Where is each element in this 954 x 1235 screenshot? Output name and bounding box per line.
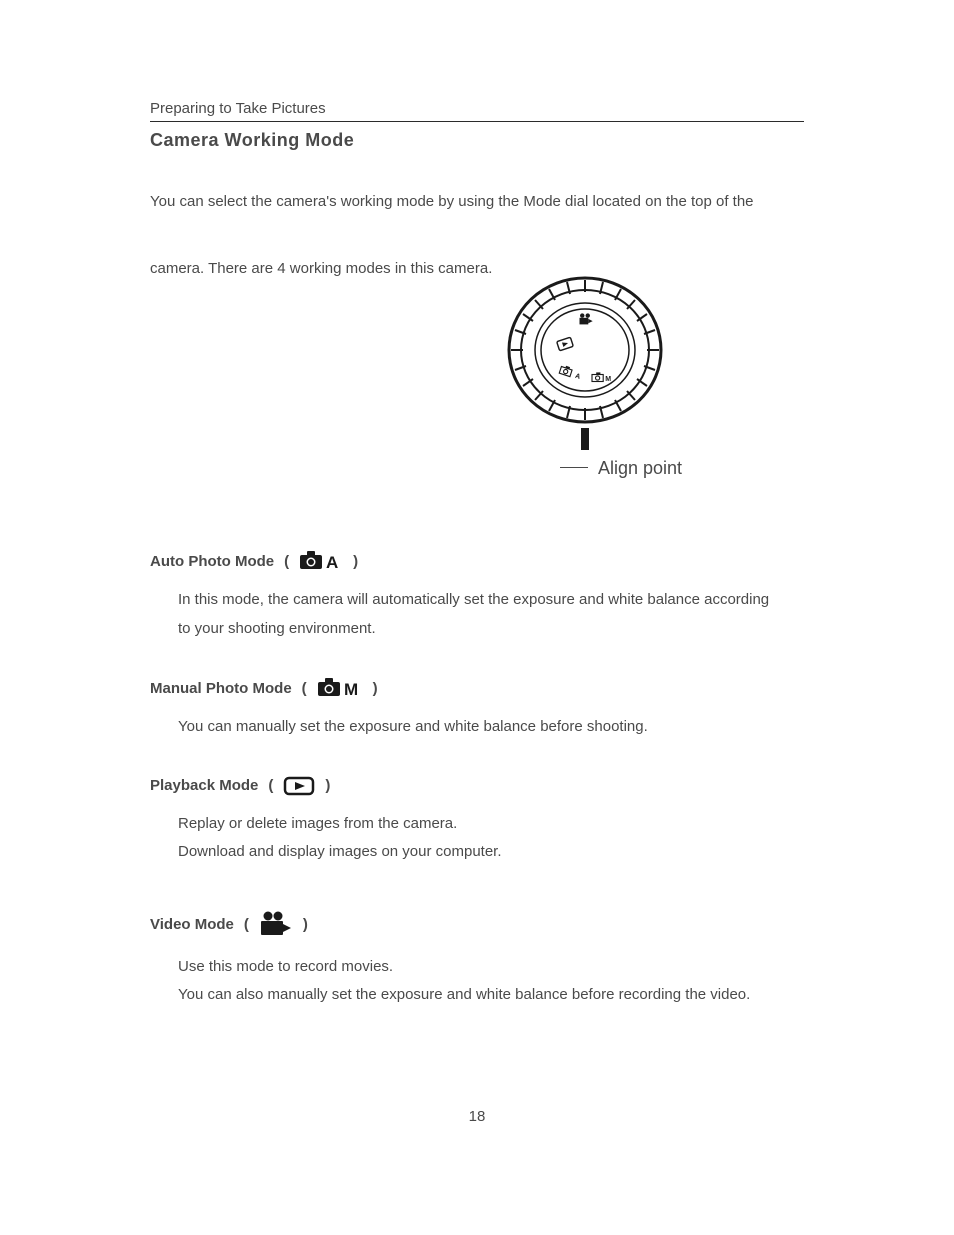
mode-video-desc-1: Use this mode to record movies. (178, 953, 804, 982)
mode-video: Video Mode ( ) Use this mode to record m… (150, 911, 804, 1010)
paren-open: ( (268, 777, 273, 794)
svg-text:M: M (605, 376, 611, 383)
paren-open: ( (302, 680, 307, 697)
page-number: 18 (0, 1108, 954, 1125)
paren-close: ) (353, 553, 358, 570)
intro-paragraph-1: You can select the camera's working mode… (150, 191, 804, 214)
paren-close: ) (325, 777, 330, 794)
mode-manual-header: Manual Photo Mode ( M ) (150, 677, 804, 699)
align-mark-icon (581, 428, 589, 450)
page-title: Camera Working Mode (150, 130, 804, 151)
mode-dial-wrap: A M Align point (490, 274, 680, 479)
camera-m-icon: M (317, 677, 363, 699)
camera-a-icon: A (299, 550, 343, 572)
mode-manual: Manual Photo Mode ( M ) You can manually… (150, 677, 804, 742)
mode-video-desc-2: You can also manually set the exposure a… (178, 981, 804, 1010)
mode-playback-desc-1: Replay or delete images from the camera. (178, 810, 804, 839)
svg-text:M: M (344, 680, 358, 699)
mode-auto-header: Auto Photo Mode ( A ) (150, 550, 804, 572)
intro-paragraph-2: camera. There are 4 working modes in thi… (150, 258, 804, 281)
mode-playback: Playback Mode ( ) Replay or delete image… (150, 776, 804, 867)
align-point-row: Align point (526, 458, 716, 479)
paren-close: ) (303, 916, 308, 933)
paren-open: ( (284, 553, 289, 570)
paren-open: ( (244, 916, 249, 933)
breadcrumb: Preparing to Take Pictures (150, 100, 804, 122)
mode-dial-icon: A M (505, 274, 665, 426)
mode-video-desc: Use this mode to record movies. You can … (178, 953, 804, 1010)
align-leader-line (560, 467, 588, 469)
playback-icon (283, 776, 315, 796)
mode-manual-desc-1: You can manually set the exposure and wh… (178, 713, 804, 742)
align-point-label: Align point (598, 458, 682, 479)
mode-video-label: Video Mode (150, 916, 234, 933)
mode-video-header: Video Mode ( ) (150, 911, 804, 939)
mode-playback-desc-2: Download and display images on your comp… (178, 838, 804, 867)
mode-auto-desc: In this mode, the camera will automatica… (178, 586, 804, 643)
mode-auto: Auto Photo Mode ( A ) In this mode, the … (150, 550, 804, 643)
video-camera-icon (259, 911, 293, 939)
paren-close: ) (373, 680, 378, 697)
document-page: Preparing to Take Pictures Camera Workin… (0, 0, 954, 1235)
mode-dial-figure: A M Align point (150, 280, 804, 520)
mode-playback-desc: Replay or delete images from the camera.… (178, 810, 804, 867)
mode-playback-header: Playback Mode ( ) (150, 776, 804, 796)
svg-text:A: A (326, 553, 338, 572)
mode-manual-label: Manual Photo Mode (150, 680, 292, 697)
mode-auto-desc-1: In this mode, the camera will automatica… (178, 586, 804, 615)
mode-manual-desc: You can manually set the exposure and wh… (178, 713, 804, 742)
mode-auto-label: Auto Photo Mode (150, 553, 274, 570)
mode-playback-label: Playback Mode (150, 777, 258, 794)
mode-auto-desc-2: to your shooting environment. (178, 615, 804, 644)
